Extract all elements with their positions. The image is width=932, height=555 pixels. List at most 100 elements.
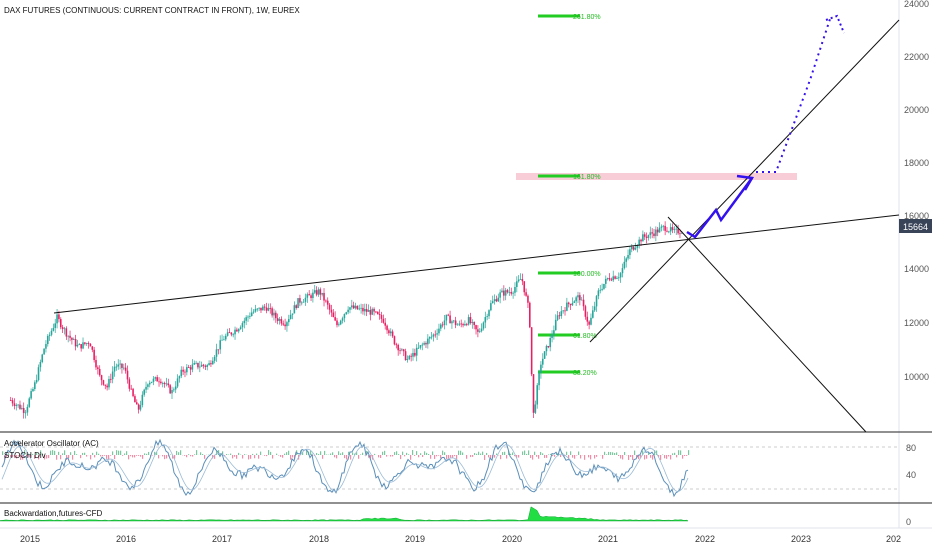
oscillator-bar bbox=[424, 451, 425, 455]
candle-body bbox=[108, 379, 110, 387]
candle-body bbox=[614, 276, 616, 278]
time-tick: 2020 bbox=[502, 534, 522, 544]
oscillator-bar bbox=[416, 451, 417, 455]
oscillator-bar bbox=[466, 455, 467, 459]
candle-body bbox=[25, 412, 27, 413]
stoch-title: STOCH Div bbox=[4, 451, 46, 460]
oscillator-bar bbox=[272, 455, 273, 459]
candle-body bbox=[668, 231, 670, 232]
oscillator-bar bbox=[404, 455, 405, 456]
candle-body bbox=[599, 290, 601, 291]
oscillator-bar bbox=[486, 453, 487, 455]
candle-body bbox=[91, 347, 93, 350]
candle-body bbox=[564, 310, 566, 311]
candle-body bbox=[481, 329, 483, 332]
candle-body bbox=[169, 385, 171, 393]
oscillator-bar bbox=[512, 452, 513, 455]
oscillator-bar bbox=[474, 453, 475, 455]
oscillator-bar bbox=[146, 454, 147, 455]
candle-body bbox=[459, 324, 461, 325]
candle-body bbox=[531, 327, 533, 374]
candle-body bbox=[357, 306, 359, 309]
candle-body bbox=[253, 312, 255, 313]
oscillator-bar bbox=[470, 455, 471, 457]
oscillator-bar bbox=[664, 455, 665, 458]
oscillator-bar bbox=[204, 455, 205, 459]
price-tick: 10000 bbox=[904, 372, 929, 382]
candle-body bbox=[462, 324, 464, 325]
price-tick: 14000 bbox=[904, 264, 929, 274]
candle-body bbox=[355, 306, 357, 308]
oscillator-bar bbox=[528, 450, 529, 455]
candle-body bbox=[410, 356, 412, 357]
oscillator-bar bbox=[374, 454, 375, 455]
oscillator-bar bbox=[530, 455, 531, 458]
candle-body bbox=[232, 334, 234, 335]
candle-body bbox=[332, 313, 334, 318]
candle-body bbox=[477, 329, 479, 332]
candle-body bbox=[262, 307, 264, 311]
oscillator-bar bbox=[406, 453, 407, 455]
candle-body bbox=[27, 407, 29, 413]
oscillator-bar bbox=[56, 455, 57, 460]
candle-body bbox=[486, 316, 488, 317]
fib-label-161: 161.80% bbox=[573, 174, 601, 181]
candle-body bbox=[379, 314, 381, 315]
candle-body bbox=[158, 381, 160, 382]
oscillator-bar bbox=[190, 455, 191, 456]
candle-body bbox=[572, 303, 574, 305]
candle-body bbox=[607, 278, 609, 279]
candle-body bbox=[516, 281, 518, 287]
candle-body bbox=[184, 372, 186, 373]
candle-body bbox=[321, 293, 323, 295]
candle-body bbox=[103, 380, 105, 384]
price-tick: 24000 bbox=[904, 0, 929, 9]
candle-body bbox=[21, 408, 23, 409]
fib-label-100: 100.00% bbox=[573, 271, 601, 278]
candle-body bbox=[162, 383, 164, 384]
candle-body bbox=[45, 344, 47, 349]
candle-body bbox=[12, 400, 14, 403]
oscillator-bar bbox=[652, 455, 653, 460]
oscillator-bar bbox=[630, 455, 631, 457]
candle-body bbox=[414, 353, 416, 356]
candle-body bbox=[149, 383, 151, 385]
candle-body bbox=[433, 335, 435, 337]
time-tick: 2021 bbox=[598, 534, 618, 544]
time-tick: 2019 bbox=[405, 534, 425, 544]
candle-body bbox=[605, 279, 607, 284]
oscillator-bar bbox=[126, 451, 127, 455]
oscillator-bar bbox=[82, 453, 83, 455]
candle-body bbox=[429, 337, 431, 339]
candle-body bbox=[327, 301, 329, 305]
candle-body bbox=[17, 405, 19, 406]
candle-body bbox=[421, 345, 423, 346]
oscillator-bar bbox=[236, 455, 237, 459]
candle-body bbox=[268, 308, 270, 311]
oscillator-bar bbox=[594, 455, 595, 458]
time-tick: 2015 bbox=[20, 534, 40, 544]
oscillator-bar bbox=[670, 455, 671, 459]
candle-body bbox=[93, 350, 95, 360]
candle-body bbox=[95, 360, 97, 367]
oscillator-bar bbox=[392, 455, 393, 456]
candle-body bbox=[286, 322, 288, 326]
candle-body bbox=[436, 333, 438, 334]
candle-body bbox=[364, 309, 366, 311]
candle-body bbox=[640, 240, 642, 242]
candle-body bbox=[275, 313, 277, 318]
oscillator-bar bbox=[414, 455, 415, 456]
candle-body bbox=[223, 339, 225, 340]
candle-body bbox=[36, 380, 38, 382]
candle-body bbox=[510, 292, 512, 294]
candle-body bbox=[351, 305, 353, 307]
candle-body bbox=[145, 387, 147, 390]
candle-body bbox=[242, 323, 244, 327]
candle-body bbox=[512, 293, 514, 294]
oscillator-bar bbox=[256, 454, 257, 455]
candle-body bbox=[53, 328, 55, 331]
candle-body bbox=[551, 335, 553, 338]
oscillator-bar bbox=[532, 455, 533, 460]
